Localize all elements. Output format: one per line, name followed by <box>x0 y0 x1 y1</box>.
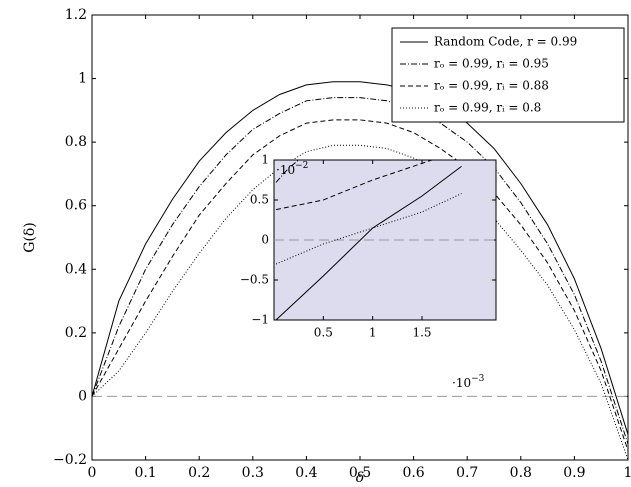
x-scale-label: ·10−3 <box>452 374 485 390</box>
y-scale-label: ·10−2 <box>276 161 308 177</box>
series-group <box>92 81 628 460</box>
x-tick-label: 1 <box>369 326 377 340</box>
y-tick-label: 0.4 <box>65 261 87 277</box>
scale-base: ·10 <box>452 376 471 390</box>
series-line <box>92 97 628 445</box>
x-tick-label: 0.8 <box>510 465 532 481</box>
y-tick-label: 0 <box>78 388 87 404</box>
x-tick-label: 1 <box>624 465 631 481</box>
x-tick-label: 0.4 <box>295 465 317 481</box>
x-tick-label: 0.5 <box>314 326 333 340</box>
y-tick-label: −0.5 <box>240 273 269 287</box>
y-tick-label: 0.8 <box>65 134 87 150</box>
x-tick-label: 0 <box>88 465 97 481</box>
y-tick-label: 0.5 <box>250 193 269 207</box>
x-axis-label: δ <box>356 470 364 486</box>
legend-label: rₒ = 0.99, rᵢ = 0.95 <box>434 57 549 71</box>
legend-label: Random Code, r = 0.99 <box>434 35 577 49</box>
x-tick-label: 0.7 <box>456 465 478 481</box>
y-tick-label: 0.2 <box>65 325 87 341</box>
x-tick-label: 0.2 <box>188 465 210 481</box>
series-line <box>275 160 300 183</box>
y-tick-label: −0.2 <box>53 452 87 468</box>
y-tick-label: 0 <box>261 233 269 247</box>
x-tick-label: 0.1 <box>134 465 156 481</box>
y-tick-label: −1 <box>251 313 269 327</box>
scale-exp: −3 <box>471 374 485 384</box>
x-tick-label: 0.5 <box>349 465 371 481</box>
x-tick-label: 0.3 <box>242 465 264 481</box>
x-tick-label: 0.9 <box>563 465 585 481</box>
y-tick-label: 1.2 <box>65 7 87 23</box>
scale-base: ·10 <box>276 163 295 177</box>
series-line <box>92 81 628 435</box>
series-line <box>275 165 462 320</box>
x-tick-label: 0.6 <box>402 465 424 481</box>
scale-exp: −2 <box>295 161 308 171</box>
series-line <box>275 160 433 211</box>
legend-label: rₒ = 0.99, rᵢ = 0.88 <box>434 79 549 93</box>
y-tick-label: 1 <box>78 71 87 87</box>
legend-label: rₒ = 0.99, rᵢ = 0.8 <box>434 101 541 115</box>
legend-box <box>391 27 625 123</box>
series-line <box>92 119 628 451</box>
y-tick-label: 1 <box>261 153 269 167</box>
series-group <box>275 160 462 320</box>
y-axis-label: G(δ) <box>22 222 38 253</box>
y-tick-label: 0.6 <box>65 198 87 214</box>
x-tick-label: 1.5 <box>412 326 431 340</box>
